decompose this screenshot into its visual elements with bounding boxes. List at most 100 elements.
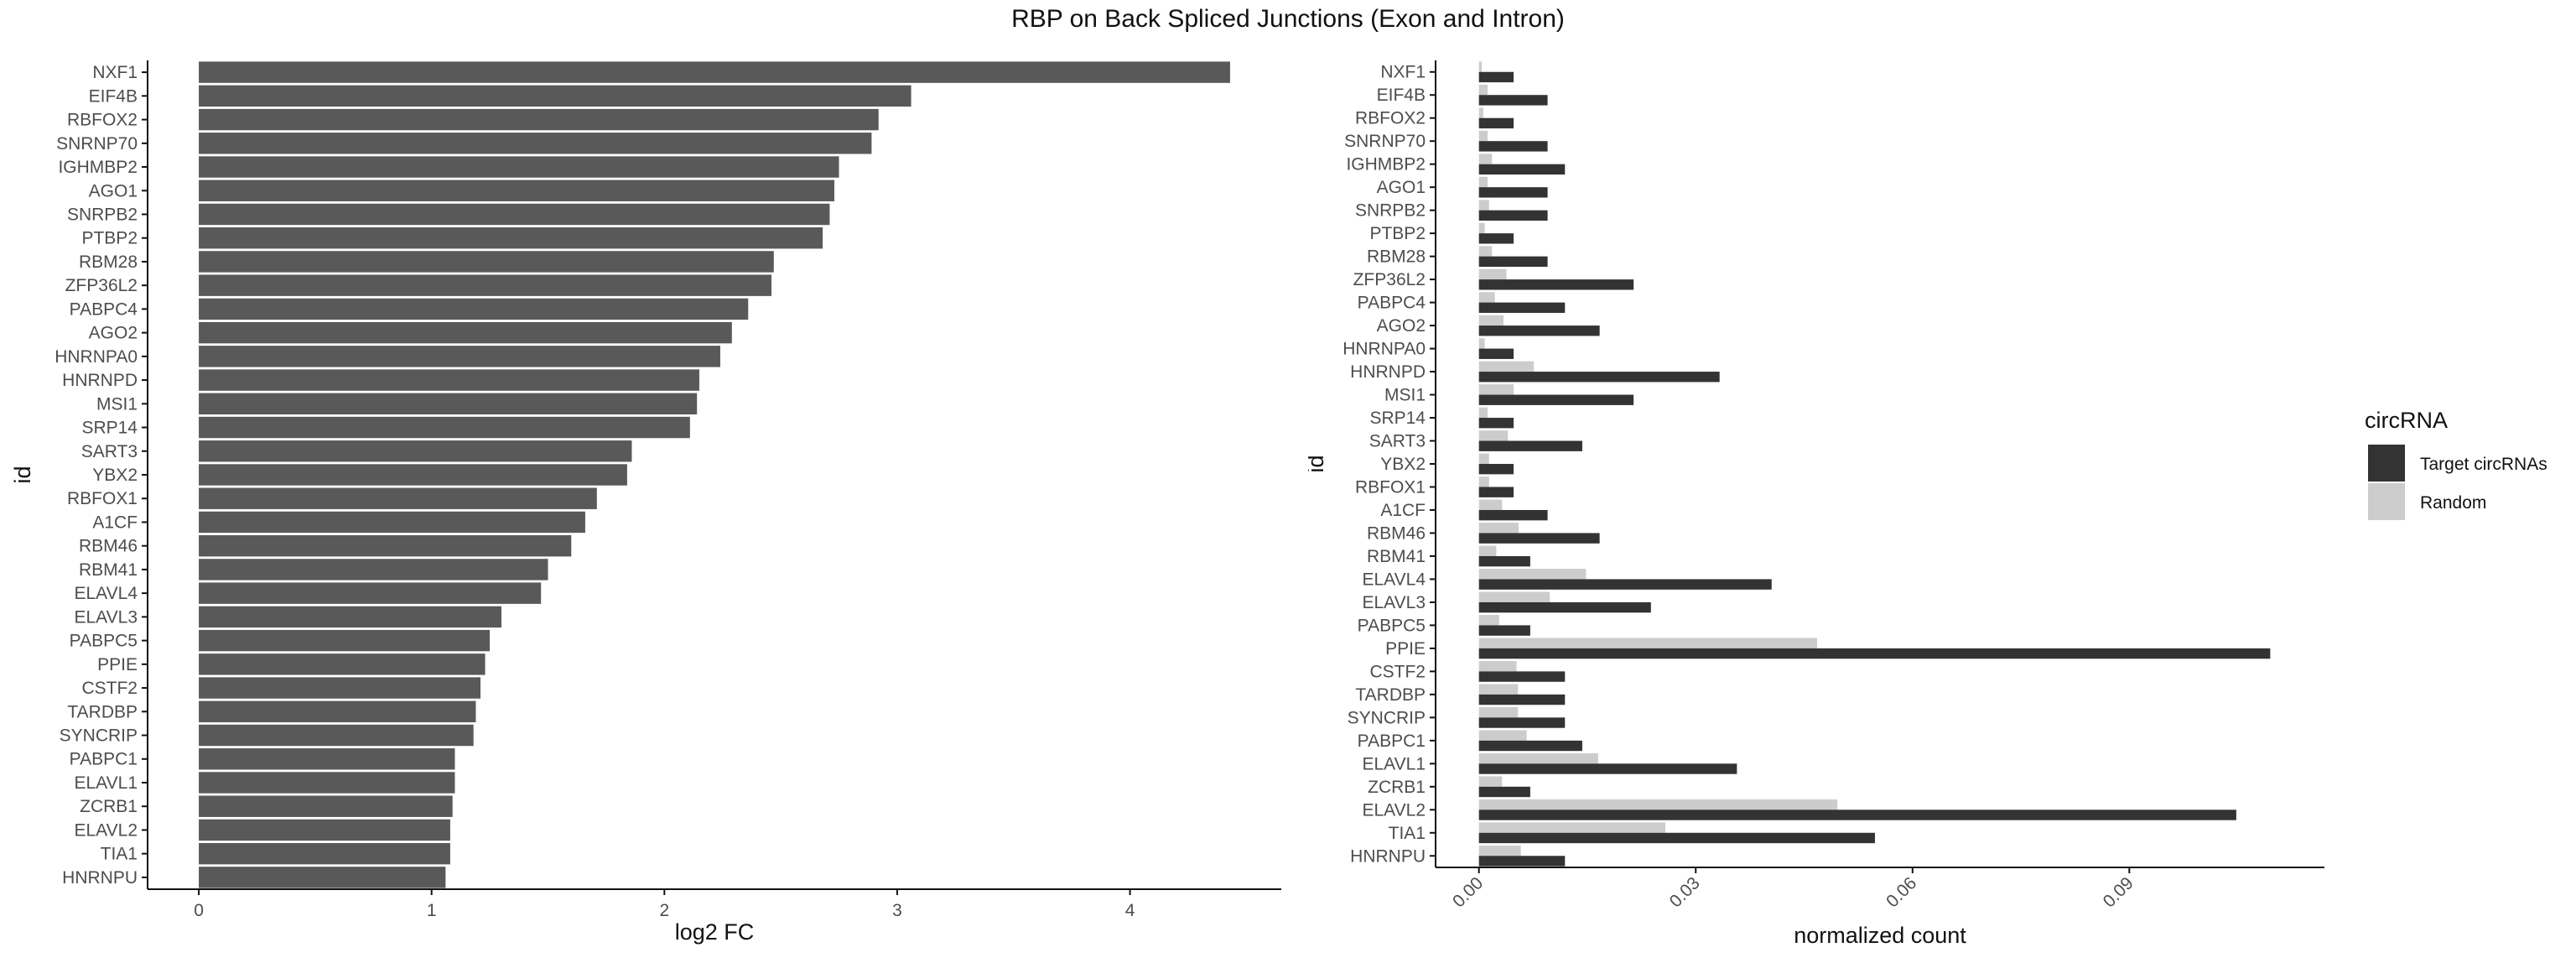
x-axis-title: normalized count [1794, 923, 1966, 948]
bar-random-msi1 [1478, 384, 1514, 395]
y-tick-label: ZFP36L2 [65, 276, 138, 295]
bar-random-hnrnpa0 [1478, 338, 1485, 349]
y-tick-label: IGHMBP2 [58, 158, 138, 177]
y-tick-label: AGO2 [89, 324, 138, 343]
bar-a1cf [199, 511, 585, 534]
bar-random-elavl2 [1478, 799, 1838, 810]
y-tick-label: YBX2 [92, 466, 138, 485]
y-tick-label: MSI1 [96, 394, 138, 414]
y-tick-label: SRP14 [81, 419, 138, 438]
y-axis-title: id [1308, 455, 1328, 472]
y-tick-label: SNRPB2 [1355, 201, 1426, 221]
y-tick-label: HNRNPD [62, 371, 138, 390]
bar-target-rbm46 [1478, 533, 1600, 544]
bar-target-zcrb1 [1478, 786, 1530, 798]
bar-target-zfp36l2 [1478, 279, 1634, 290]
bar-target-elavl2 [1478, 810, 2236, 820]
legend-label-random: Random [2420, 493, 2486, 513]
bar-target-syncrip [1478, 717, 1566, 728]
bar-tardbp [199, 700, 476, 722]
y-tick-label: ELAVL2 [1363, 800, 1426, 820]
bar-target-msi1 [1478, 394, 1634, 405]
bar-elavl3 [199, 606, 501, 628]
x-tick-label: 4 [1125, 901, 1135, 920]
bar-random-rbfox2 [1478, 107, 1483, 118]
bar-target-ybx2 [1478, 464, 1514, 475]
bar-random-ppie [1478, 638, 1818, 648]
bar-random-rbm41 [1478, 545, 1497, 556]
right-grouped-bar-chart: NXF1 EIF4B RBFOX2 SNRNP70 IGHMBP2 AGO1 SNRPB2 P… [1308, 60, 2547, 948]
y-tick-label: TIA1 [1389, 824, 1426, 843]
bar-random-elavl4 [1478, 569, 1587, 580]
y-tick-label: ZCRB1 [1368, 778, 1426, 797]
y-tick-label: PTBP2 [81, 229, 138, 248]
bar-rbm46 [199, 534, 572, 557]
bar-syncrip [199, 724, 474, 747]
legend-title: circRNA [2365, 408, 2448, 433]
y-tick-label: HNRNPU [62, 868, 138, 888]
y-tick-label: ELAVL3 [75, 607, 138, 627]
y-tick-label: AGO1 [1377, 178, 1426, 197]
bar-ago2 [199, 321, 732, 344]
bar-target-hnrnpu [1478, 856, 1566, 867]
y-tick-label: IGHMBP2 [1346, 155, 1426, 174]
bar-random-a1cf [1478, 499, 1503, 510]
x-tick-label: 1 [427, 901, 437, 920]
y-tick-label: RBM28 [1367, 247, 1426, 267]
bar-pabpc5 [199, 629, 491, 652]
bar-pabpc1 [199, 748, 455, 770]
bar-target-elavl3 [1478, 601, 1651, 613]
bar-tia1 [199, 842, 450, 865]
legend-swatch-target [2368, 445, 2405, 482]
bar-random-pabpc5 [1478, 615, 1499, 626]
y-tick-label: MSI1 [1384, 386, 1426, 405]
bar-hnrnpd [199, 369, 699, 391]
bar-snrpb2 [199, 203, 830, 226]
bar-hnrnpu [199, 867, 446, 888]
bar-target-pabpc4 [1478, 302, 1566, 313]
bar-target-pabpc1 [1478, 740, 1582, 752]
bar-random-zfp36l2 [1478, 268, 1507, 280]
y-tick-label: SNRNP70 [56, 134, 138, 154]
bar-random-syncrip [1478, 706, 1519, 718]
y-tick-label: ELAVL2 [75, 820, 138, 840]
bar-zfp36l2 [199, 274, 772, 296]
x-tick-label: 0.00 [1449, 873, 1487, 911]
y-tick-label: ELAVL1 [75, 773, 138, 793]
y-tick-label: RBM41 [79, 560, 138, 580]
y-tick-label: TIA1 [101, 845, 138, 864]
bar-hnrnpa0 [199, 346, 720, 367]
y-tick-label: ELAVL4 [1363, 570, 1426, 589]
bar-eif4b [199, 85, 911, 107]
y-tick-label: PABPC1 [1358, 732, 1426, 751]
bar-random-elavl1 [1478, 752, 1598, 764]
y-tick-label: RBFOX2 [67, 111, 138, 130]
y-tick-label: SYNCRIP [60, 726, 138, 746]
y-tick-label: PABPC4 [1358, 294, 1426, 313]
y-tick-label: ZFP36L2 [1353, 270, 1426, 289]
bar-target-ago2 [1478, 325, 1600, 336]
y-tick-label: CSTF2 [1369, 662, 1426, 681]
bar-target-rbfox1 [1478, 487, 1514, 497]
y-tick-label: HNRNPD [1350, 362, 1426, 382]
y-tick-label: TARDBP [67, 702, 138, 721]
bar-target-ighmbp2 [1478, 164, 1566, 175]
bar-random-nxf1 [1478, 61, 1483, 72]
y-tick-label: AGO1 [89, 181, 138, 200]
bar-target-rbm28 [1478, 256, 1548, 267]
y-tick-label: TARDBP [1355, 685, 1426, 705]
y-tick-label: PPIE [1385, 639, 1426, 659]
bar-sart3 [199, 440, 632, 462]
y-tick-label: RBM46 [1367, 523, 1426, 543]
bar-random-pabpc1 [1478, 730, 1527, 741]
y-tick-label: AGO2 [1377, 316, 1426, 336]
bar-target-cstf2 [1478, 671, 1566, 682]
bar-cstf2 [199, 677, 480, 699]
bar-srp14 [199, 416, 690, 439]
y-tick-label: PTBP2 [1369, 224, 1426, 243]
bar-random-ybx2 [1478, 453, 1489, 464]
y-tick-label: SNRNP70 [1344, 132, 1426, 151]
y-tick-label: PABPC5 [70, 632, 138, 651]
y-tick-label: A1CF [1380, 501, 1426, 520]
y-tick-label: CSTF2 [81, 679, 138, 698]
